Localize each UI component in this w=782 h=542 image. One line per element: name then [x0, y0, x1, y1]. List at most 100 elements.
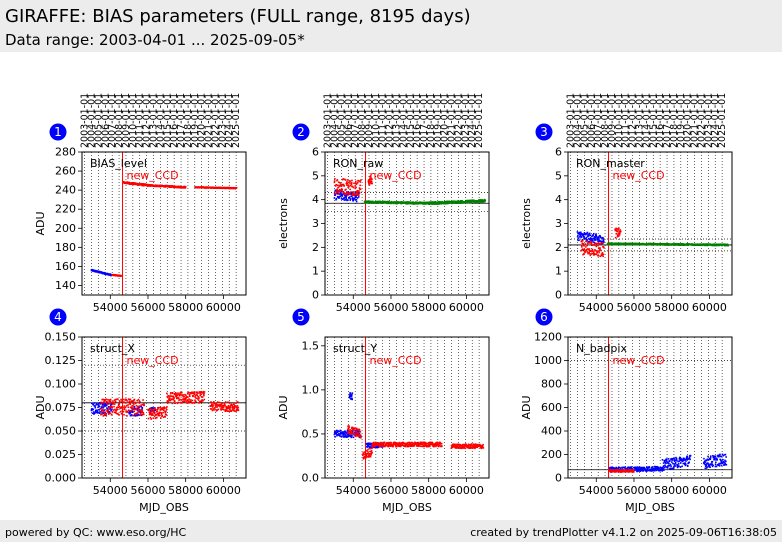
data-point [106, 409, 108, 412]
data-point [176, 394, 179, 397]
data-point [196, 398, 199, 400]
data-point [455, 447, 458, 449]
data-point [724, 453, 727, 456]
data-point [171, 402, 174, 405]
data-point [679, 466, 682, 468]
date-tick-label: 2013-01-01 [149, 93, 160, 148]
data-point [618, 466, 621, 469]
data-point [586, 239, 589, 241]
data-point [158, 414, 161, 417]
data-point [121, 400, 123, 403]
data-point [670, 467, 673, 470]
data-point [138, 414, 140, 416]
data-point [430, 443, 433, 446]
data-point [103, 411, 105, 413]
data-point [339, 193, 341, 196]
data-point [336, 192, 339, 195]
data-point [220, 403, 223, 406]
data-point [581, 246, 583, 248]
data-point [589, 234, 592, 237]
data-point [474, 447, 476, 450]
parameter-label: BIAS_level [90, 157, 147, 170]
data-point [220, 409, 222, 411]
data-point [670, 458, 673, 461]
data-point [666, 458, 668, 460]
data-point [451, 201, 453, 204]
data-point [350, 398, 352, 400]
data-point [663, 460, 666, 463]
data-point [672, 467, 675, 469]
date-tick-label: 2023-01-01 [703, 93, 714, 148]
data-point [593, 243, 596, 245]
data-point [367, 452, 370, 454]
data-point [387, 442, 389, 445]
data-point [725, 463, 728, 466]
data-point [132, 408, 135, 410]
y-tick-label: 5 [555, 169, 562, 182]
data-point [439, 443, 442, 445]
data-point [652, 469, 654, 472]
data-point [439, 201, 442, 203]
date-tick-label: 2022-01-01 [210, 93, 221, 148]
data-point [202, 390, 204, 393]
data-point [399, 443, 402, 446]
data-point [350, 183, 353, 186]
data-point [603, 240, 605, 243]
data-point [115, 409, 117, 411]
data-point [401, 444, 403, 447]
data-point [135, 408, 138, 411]
data-point [670, 465, 672, 467]
data-point [395, 442, 398, 444]
data-point [186, 395, 188, 398]
data-point [374, 441, 377, 444]
data-point [200, 400, 203, 403]
data-point [103, 398, 106, 401]
data-point [369, 175, 372, 177]
data-point [370, 181, 372, 184]
data-point [374, 443, 376, 446]
data-point [722, 458, 724, 461]
y-tick-label: 0.125 [45, 354, 77, 367]
data-point [705, 459, 707, 462]
data-point [585, 240, 588, 243]
data-point [101, 406, 103, 408]
chart-panel-3: 2003-01-012004-01-012005-01-012006-01-01… [520, 93, 733, 314]
data-point [165, 414, 168, 416]
y-tick-label: 0 [555, 289, 562, 302]
data-point [581, 239, 584, 242]
data-point [471, 447, 474, 450]
data-point [599, 236, 602, 239]
data-point [100, 410, 103, 413]
data-point [342, 433, 345, 436]
data-point [411, 443, 413, 445]
data-point [636, 466, 639, 468]
data-point [190, 399, 192, 401]
data-point [92, 404, 95, 406]
data-point [608, 467, 611, 469]
data-point [111, 408, 113, 411]
data-point [585, 236, 588, 239]
data-point [601, 251, 604, 254]
data-point [116, 412, 118, 415]
data-point [211, 404, 213, 406]
data-point [139, 414, 141, 416]
data-point [709, 463, 711, 466]
data-point [719, 462, 722, 464]
y-tick-label: 220 [55, 203, 76, 216]
x-tick-label: 60000 [692, 484, 727, 497]
data-point [133, 405, 136, 408]
data-point [590, 242, 593, 244]
data-point [584, 243, 587, 245]
data-point [91, 408, 93, 410]
data-point [345, 196, 347, 199]
data-point [94, 406, 97, 409]
data-point [349, 429, 352, 431]
data-point [350, 182, 353, 184]
data-point [184, 186, 187, 189]
data-point [684, 463, 686, 466]
y-axis-label: ADU [520, 395, 533, 419]
data-range-subtitle: Data range: 2003-04-01 ... 2025-09-05* [5, 31, 305, 49]
data-point [351, 198, 354, 200]
data-point [360, 436, 362, 439]
data-point [117, 413, 119, 415]
